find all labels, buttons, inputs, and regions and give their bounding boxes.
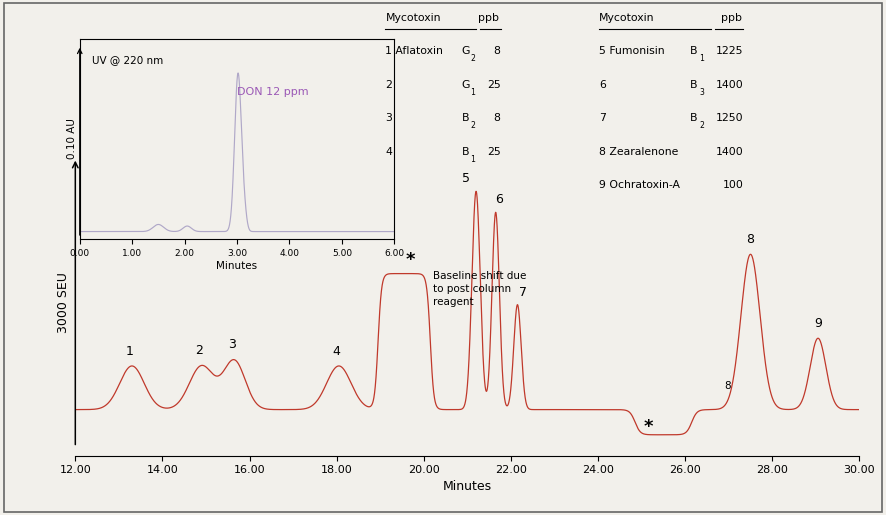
- Text: ppb: ppb: [721, 13, 742, 23]
- Text: B: B: [690, 46, 697, 56]
- Text: 2: 2: [196, 344, 204, 357]
- Text: B: B: [462, 113, 469, 123]
- Text: 2: 2: [385, 80, 392, 90]
- Text: 6: 6: [599, 80, 606, 90]
- Text: 7: 7: [519, 286, 527, 299]
- Text: 8: 8: [494, 46, 501, 56]
- Text: 3: 3: [229, 338, 236, 351]
- Text: 1 Aflatoxin: 1 Aflatoxin: [385, 46, 443, 56]
- Y-axis label: 0.10 AU: 0.10 AU: [67, 118, 77, 160]
- Text: Baseline shift due
to post column
reagent: Baseline shift due to post column reagen…: [432, 271, 526, 307]
- Text: G: G: [462, 80, 470, 90]
- Text: 5 Fumonisin: 5 Fumonisin: [599, 46, 664, 56]
- Text: 1: 1: [470, 88, 476, 96]
- Text: 3: 3: [385, 113, 392, 123]
- Text: 7: 7: [599, 113, 606, 123]
- Text: ppb: ppb: [478, 13, 499, 23]
- Text: 1: 1: [699, 54, 704, 63]
- Text: 1: 1: [126, 345, 134, 357]
- Text: 4: 4: [333, 345, 340, 357]
- Text: 100: 100: [722, 180, 743, 190]
- Text: 1225: 1225: [716, 46, 743, 56]
- Text: 1: 1: [470, 154, 476, 163]
- Text: 6: 6: [495, 194, 503, 207]
- Text: B: B: [690, 113, 697, 123]
- Text: 5: 5: [462, 173, 470, 185]
- Text: 2: 2: [699, 121, 704, 130]
- Y-axis label: 3000 SEU: 3000 SEU: [57, 272, 70, 333]
- X-axis label: Minutes: Minutes: [216, 261, 258, 271]
- X-axis label: Minutes: Minutes: [443, 479, 492, 493]
- Text: *: *: [643, 418, 653, 436]
- Text: UV @ 220 nm: UV @ 220 nm: [92, 55, 164, 65]
- Text: B: B: [690, 80, 697, 90]
- Text: 8: 8: [747, 233, 755, 246]
- Text: DON 12 ppm: DON 12 ppm: [237, 87, 308, 97]
- Text: 2: 2: [470, 54, 476, 63]
- Text: 8: 8: [494, 113, 501, 123]
- Text: 2: 2: [470, 121, 476, 130]
- Text: 1400: 1400: [716, 80, 743, 90]
- Text: B: B: [462, 147, 469, 157]
- Text: 9: 9: [814, 317, 822, 330]
- Text: 1400: 1400: [716, 147, 743, 157]
- Text: Mycotoxin: Mycotoxin: [599, 13, 655, 23]
- Text: *: *: [406, 251, 416, 269]
- Text: 25: 25: [486, 147, 501, 157]
- Text: 8 Zearalenone: 8 Zearalenone: [599, 147, 679, 157]
- Text: 1250: 1250: [716, 113, 743, 123]
- Text: G: G: [462, 46, 470, 56]
- Text: Mycotoxin: Mycotoxin: [385, 13, 441, 23]
- Text: 9 Ochratoxin-A: 9 Ochratoxin-A: [599, 180, 680, 190]
- Text: 8: 8: [725, 381, 731, 391]
- Text: 3: 3: [699, 88, 704, 96]
- Text: 4: 4: [385, 147, 392, 157]
- Text: 25: 25: [486, 80, 501, 90]
